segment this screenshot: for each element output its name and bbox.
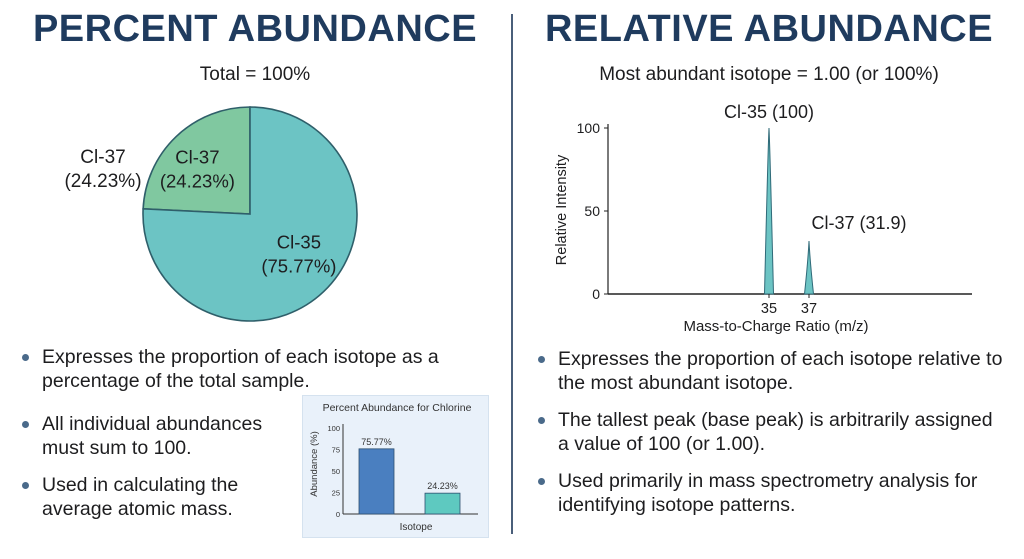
spectrum-y-tick-label: 50 [584,203,600,219]
pie-outside-label-line1: Cl-37 [80,147,125,168]
spectrum-peak-label: Cl-37 (31.9) [811,213,906,233]
panel-divider [511,14,513,534]
pie-slice-label: Cl-35 [277,232,321,253]
spectrum-peak-label: Cl-35 (100) [724,102,814,122]
percent-bullets: Expresses the proportion of each isotope… [20,345,490,406]
spectrum-peak [803,241,815,295]
bullet-dot [22,354,29,361]
mass-spectrum-chart: 100 50 0 Cl-35 (100) Cl-37 (31.9) 35 37 Relati… [554,102,972,335]
pie-slice-cl-35 [142,106,358,322]
bar-y-tick-label: 50 [332,467,340,476]
spectrum-peak [763,127,775,295]
bar-value-label: 75.77% [361,437,392,447]
percent-bullet-3: Used in calculating the average atomic m… [20,473,290,521]
bullet-dot [538,478,545,485]
bar-y-tick-label: 0 [336,510,340,519]
bullet-dot [22,482,29,489]
pie-slice-label: (75.77%) [261,256,336,277]
bar-y-tick-label: 100 [327,424,340,433]
relative-abundance-subtitle: Most abundant isotope = 1.00 (or 100%) [599,64,939,85]
bar-chart: Percent Abundance for Chlorine Abundance… [309,402,478,533]
bar-chart-xlabel: Isotope [400,522,433,533]
pie-slice-label: (24.23%) [160,170,235,191]
percent-bullets-lower: All individual abundances must sum to 10… [20,412,290,534]
percent-abundance-panel: PERCENT ABUNDANCE Total = 100% Cl-37 (24.… [0,0,510,559]
bar-y-tick-label: 75 [332,446,340,455]
relative-bullet-3: Used primarily in mass spectrometry anal… [536,469,1006,517]
percent-abundance-subtitle: Total = 100% [199,64,311,85]
spectrum-y-tick-label: 100 [577,120,601,136]
percent-bullet-1: Expresses the proportion of each isotope… [20,345,490,393]
bullet-dot [22,421,29,428]
bar-value-label: 24.23% [427,481,458,491]
spectrum-y-tick-label: 0 [592,286,600,302]
bar-chart-inset: Percent Abundance for Chlorine Abundance… [302,395,489,538]
relative-abundance-panel: RELATIVE ABUNDANCE Most abundant isotope… [514,0,1024,559]
pie-slice-cl-37 [142,106,251,215]
spectrum-xlabel: Mass-to-Charge Ratio (m/z) [683,318,868,335]
spectrum-ylabel: Relative Intensity [554,154,570,265]
relative-bullet-1: Expresses the proportion of each isotope… [536,347,1006,395]
percent-bullet-2: All individual abundances must sum to 10… [20,412,290,460]
bar-y-tick-label: 25 [332,489,340,498]
relative-abundance-title: RELATIVE ABUNDANCE [544,8,994,50]
bullet-dot [538,356,545,363]
relative-bullet-2: The tallest peak (base peak) is arbitrar… [536,408,1006,456]
bar-chart-ylabel: Abundance (%) [309,431,320,496]
bar-cl-37 [424,492,461,515]
percent-abundance-title: PERCENT ABUNDANCE [32,8,478,50]
pie-slice-label: Cl-37 [175,146,219,167]
pie-chart: Cl-37 (24.23%) Cl-35 (75.77%) Cl-37 (24.23%… [64,106,358,322]
pie-outside-label-line2: (24.23%) [64,171,141,192]
spectrum-x-tick-label: 35 [761,301,777,317]
bar-chart-title: Percent Abundance for Chlorine [323,402,472,414]
bar-cl-35 [358,448,395,515]
relative-bullets: Expresses the proportion of each isotope… [536,347,1006,530]
bullet-dot [538,417,545,424]
spectrum-x-tick-label: 37 [801,301,817,317]
